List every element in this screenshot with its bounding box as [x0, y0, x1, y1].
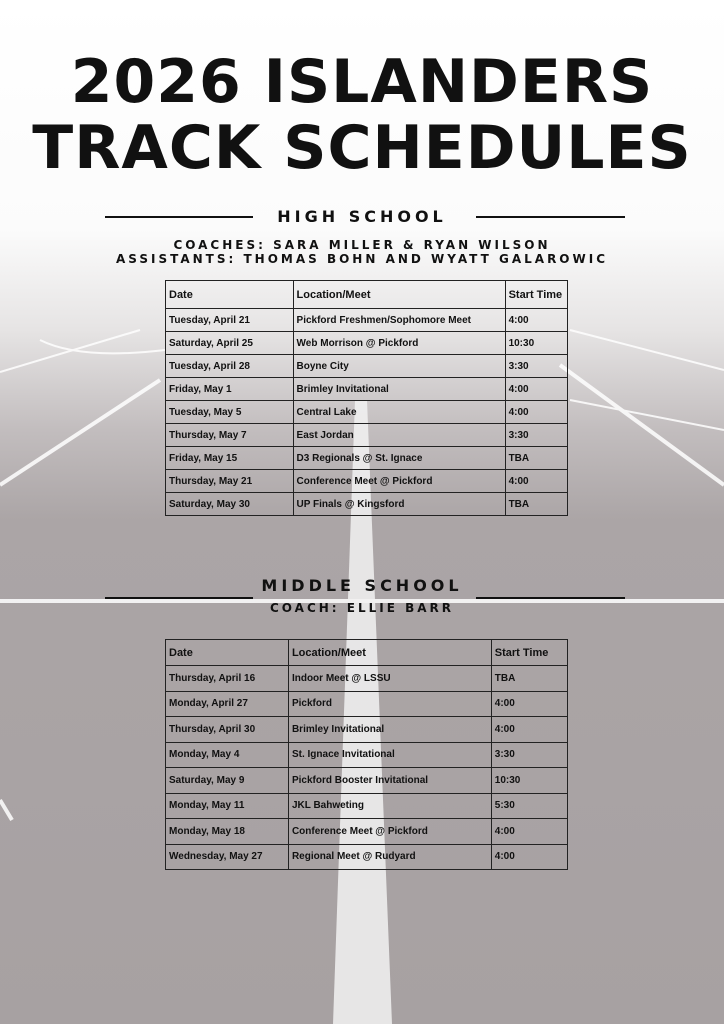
location-cell: UP Finals @ Kingsford [292, 492, 506, 516]
location-cell: East Jordan [292, 423, 506, 447]
start-time-cell: 4:00 [504, 469, 569, 493]
column-header: Start Time [490, 639, 569, 666]
middle-school-coach: COACH: ELLIE BARR [269, 601, 455, 615]
divider-right [476, 597, 625, 599]
column-header: Date [165, 639, 289, 666]
high-school-assistants: ASSISTANTS: THOMAS BOHN AND WYATT GALARO… [115, 252, 609, 266]
column-header: Start Time [504, 280, 569, 309]
column-header: Date [165, 280, 294, 309]
location-cell: Web Morrison @ Pickford [292, 331, 506, 355]
location-cell: Conference Meet @ Pickford [292, 469, 506, 493]
title-line-2: TRACK SCHEDULES [32, 113, 692, 183]
start-time-cell: TBA [490, 665, 569, 692]
start-time-cell: 5:30 [490, 792, 569, 819]
middle-school-heading: MIDDLE SCHOOL [261, 576, 463, 595]
table-row: Tuesday, April 21 Pickford Freshmen/Sopho… [165, 308, 569, 332]
table-row: Wednesday, May 27 Regional Meet @ Rudyard… [165, 843, 569, 870]
location-cell: Central Lake [292, 400, 506, 424]
location-cell: Boyne City [292, 354, 506, 378]
location-cell: Pickford [287, 690, 492, 717]
date-cell: Monday, May 18 [165, 818, 289, 845]
table-row: Saturday, April 25 Web Morrison @ Pickfor… [165, 331, 569, 355]
date-cell: Thursday, May 21 [165, 469, 294, 493]
location-cell: Pickford Freshmen/Sophomore Meet [292, 308, 506, 332]
location-cell: Brimley Invitational [287, 716, 492, 743]
start-time-cell: 4:00 [504, 308, 569, 332]
high-school-heading: HIGH SCHOOL [277, 207, 447, 226]
table-row: Saturday, May 30 UP Finals @ Kingsford TBA [165, 492, 569, 516]
date-cell: Friday, May 1 [165, 377, 294, 401]
date-cell: Tuesday, April 21 [165, 308, 294, 332]
start-time-cell: 4:00 [504, 377, 569, 401]
start-time-cell: TBA [504, 446, 569, 470]
start-time-cell: 3:30 [504, 354, 569, 378]
location-cell: Conference Meet @ Pickford [287, 818, 492, 845]
table-row: Friday, May 15 D3 Regionals @ St. Ignace T… [165, 446, 569, 470]
table-row: Monday, April 27 Pickford 4:00 [165, 690, 569, 717]
table-row: Monday, May 11 JKL Bahweting 5:30 [165, 792, 569, 819]
table-row: Thursday, April 30 Brimley Invitational 4:… [165, 716, 569, 743]
date-cell: Friday, May 15 [165, 446, 294, 470]
table-row: Monday, May 4 St. Ignace Invitational 3:30 [165, 741, 569, 768]
location-cell: Indoor Meet @ LSSU [287, 665, 492, 692]
start-time-cell: 4:00 [490, 843, 569, 870]
table-row: Monday, May 18 Conference Meet @ Pickford… [165, 818, 569, 845]
column-header: Location/Meet [287, 639, 492, 666]
table-row: Thursday, May 7 East Jordan 3:30 [165, 423, 569, 447]
divider-right [476, 216, 625, 218]
high-school-coaches: COACHES: SARA MILLER & RYAN WILSON [173, 238, 551, 252]
date-cell: Thursday, May 7 [165, 423, 294, 447]
table-row: Tuesday, May 5 Central Lake 4:00 [165, 400, 569, 424]
column-header: Location/Meet [292, 280, 506, 309]
date-cell: Saturday, May 9 [165, 767, 289, 794]
date-cell: Tuesday, May 5 [165, 400, 294, 424]
location-cell: St. Ignace Invitational [287, 741, 492, 768]
start-time-cell: 4:00 [490, 690, 569, 717]
location-cell: D3 Regionals @ St. Ignace [292, 446, 506, 470]
date-cell: Saturday, April 25 [165, 331, 294, 355]
start-time-cell: 3:30 [504, 423, 569, 447]
table-row: Tuesday, April 28 Boyne City 3:30 [165, 354, 569, 378]
location-cell: Brimley Invitational [292, 377, 506, 401]
start-time-cell: 3:30 [490, 741, 569, 768]
date-cell: Tuesday, April 28 [165, 354, 294, 378]
high-school-schedule-table: Date Location/Meet Start Time Tuesday, Apri… [165, 280, 569, 516]
location-cell: JKL Bahweting [287, 792, 492, 819]
start-time-cell: 4:00 [504, 400, 569, 424]
start-time-cell: 4:00 [490, 716, 569, 743]
table-row: Saturday, May 9 Pickford Booster Invitati… [165, 767, 569, 794]
location-cell: Regional Meet @ Rudyard [287, 843, 492, 870]
divider-left [105, 597, 253, 599]
table-row: Thursday, May 21 Conference Meet @ Pickfo… [165, 469, 569, 493]
start-time-cell: TBA [504, 492, 569, 516]
table-header-row: Date Location/Meet Start Time [165, 639, 569, 666]
location-cell: Pickford Booster Invitational [287, 767, 492, 794]
table-row: Friday, May 1 Brimley Invitational 4:00 [165, 377, 569, 401]
start-time-cell: 10:30 [490, 767, 569, 794]
title-line-1: 2026 ISLANDERS [70, 47, 654, 117]
date-cell: Wednesday, May 27 [165, 843, 289, 870]
middle-school-schedule-table: Date Location/Meet Start Time Thursday, Apr… [165, 639, 569, 870]
divider-left [105, 216, 253, 218]
date-cell: Saturday, May 30 [165, 492, 294, 516]
date-cell: Thursday, April 16 [165, 665, 289, 692]
date-cell: Monday, May 4 [165, 741, 289, 768]
date-cell: Monday, April 27 [165, 690, 289, 717]
date-cell: Monday, May 11 [165, 792, 289, 819]
table-header-row: Date Location/Meet Start Time [165, 280, 569, 309]
date-cell: Thursday, April 30 [165, 716, 289, 743]
start-time-cell: 4:00 [490, 818, 569, 845]
start-time-cell: 10:30 [504, 331, 569, 355]
table-row: Thursday, April 16 Indoor Meet @ LSSU TBA [165, 665, 569, 692]
